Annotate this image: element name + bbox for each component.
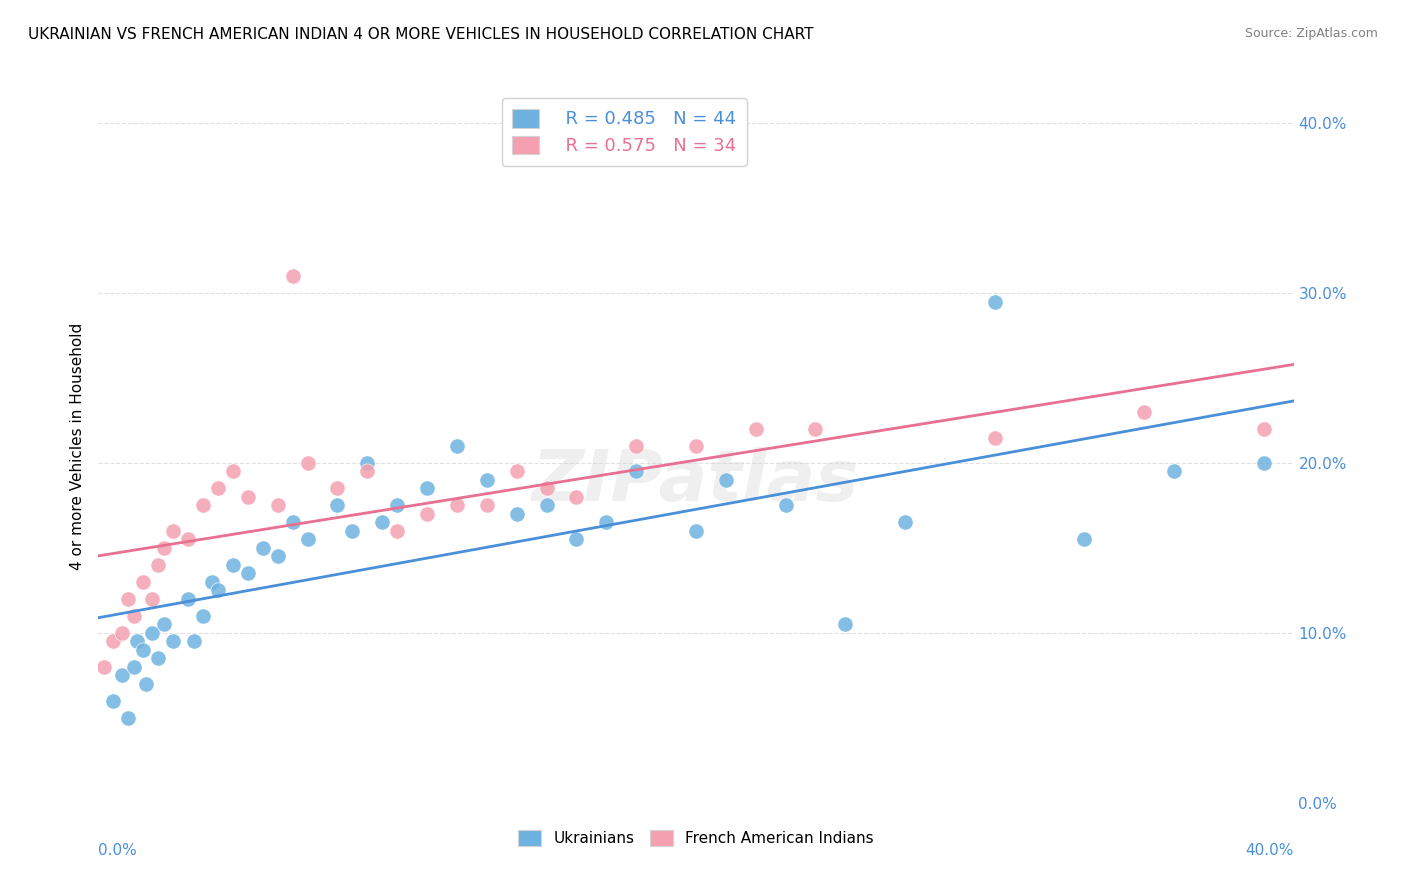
Point — [267, 499, 290, 513]
Point — [834, 617, 856, 632]
Point — [191, 499, 214, 513]
Point — [103, 634, 125, 648]
Point — [385, 524, 409, 538]
Point — [281, 516, 304, 530]
Point — [207, 583, 229, 598]
Point — [1253, 456, 1275, 470]
Point — [93, 660, 115, 674]
Point — [446, 499, 468, 513]
Point — [626, 465, 648, 479]
Point — [326, 499, 349, 513]
Point — [183, 634, 205, 648]
Point — [385, 499, 409, 513]
Point — [475, 473, 498, 487]
Point — [506, 507, 529, 521]
Point — [685, 524, 707, 538]
Point — [1163, 465, 1185, 479]
Point — [342, 524, 364, 538]
Point — [894, 516, 917, 530]
Text: 0.0%: 0.0% — [98, 843, 138, 858]
Point — [1073, 533, 1095, 547]
Point — [626, 439, 648, 453]
Point — [111, 668, 134, 682]
Point — [236, 566, 259, 581]
Text: Source: ZipAtlas.com: Source: ZipAtlas.com — [1244, 27, 1378, 40]
Point — [1253, 422, 1275, 436]
Point — [177, 591, 200, 606]
Point — [111, 626, 134, 640]
Point — [565, 533, 588, 547]
Point — [984, 294, 1007, 309]
Point — [207, 482, 229, 496]
Point — [536, 482, 558, 496]
Point — [252, 541, 274, 555]
Y-axis label: 4 or more Vehicles in Household: 4 or more Vehicles in Household — [69, 322, 84, 570]
Point — [595, 516, 617, 530]
Point — [356, 456, 378, 470]
Point — [775, 499, 797, 513]
Point — [371, 516, 394, 530]
Point — [148, 558, 170, 572]
Point — [446, 439, 468, 453]
Point — [565, 490, 588, 504]
Point — [685, 439, 707, 453]
Point — [117, 711, 139, 725]
Point — [132, 643, 155, 657]
Point — [281, 269, 304, 284]
Point — [297, 533, 319, 547]
Point — [222, 558, 245, 572]
Point — [177, 533, 200, 547]
Point — [356, 465, 378, 479]
Point — [141, 626, 163, 640]
Point — [475, 499, 498, 513]
Point — [1133, 405, 1156, 419]
Legend: Ukrainians, French American Indians: Ukrainians, French American Indians — [512, 824, 880, 852]
Point — [714, 473, 737, 487]
Point — [135, 677, 157, 691]
Point — [117, 591, 139, 606]
Text: 40.0%: 40.0% — [1246, 843, 1294, 858]
Point — [124, 608, 146, 623]
Point — [506, 465, 529, 479]
Point — [132, 574, 155, 589]
Point — [162, 524, 184, 538]
Point — [153, 541, 176, 555]
Point — [236, 490, 259, 504]
Point — [153, 617, 176, 632]
Point — [127, 634, 149, 648]
Point — [297, 456, 319, 470]
Text: ZIPatlas: ZIPatlas — [533, 447, 859, 516]
Point — [984, 430, 1007, 444]
Point — [191, 608, 214, 623]
Point — [162, 634, 184, 648]
Point — [536, 499, 558, 513]
Point — [267, 549, 290, 564]
Point — [416, 507, 439, 521]
Point — [804, 422, 827, 436]
Point — [141, 591, 163, 606]
Point — [124, 660, 146, 674]
Point — [416, 482, 439, 496]
Point — [222, 465, 245, 479]
Text: UKRAINIAN VS FRENCH AMERICAN INDIAN 4 OR MORE VEHICLES IN HOUSEHOLD CORRELATION : UKRAINIAN VS FRENCH AMERICAN INDIAN 4 OR… — [28, 27, 814, 42]
Point — [103, 694, 125, 708]
Point — [148, 651, 170, 665]
Point — [745, 422, 768, 436]
Point — [201, 574, 224, 589]
Point — [326, 482, 349, 496]
